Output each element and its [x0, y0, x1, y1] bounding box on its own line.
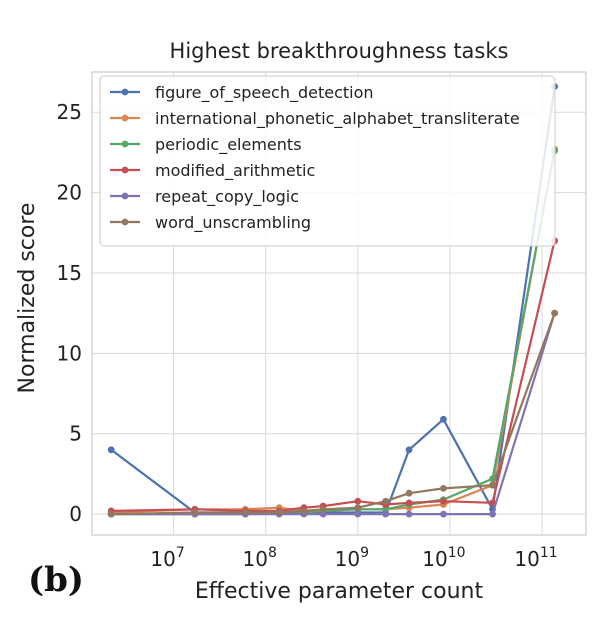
y-axis-label: Normalized score — [15, 203, 40, 394]
data-point — [319, 505, 327, 513]
legend-item: international_phonetic_alphabet_translit… — [110, 109, 520, 129]
legend-swatch-marker — [121, 88, 129, 96]
panel-label: (b) — [28, 560, 84, 600]
data-point — [354, 504, 362, 512]
legend-swatch-marker — [121, 218, 129, 226]
data-point — [405, 510, 413, 518]
data-point — [440, 497, 447, 505]
legend-label: word_unscrambling — [155, 213, 311, 233]
data-point — [300, 507, 308, 515]
series-line-word-unscrambling — [111, 312, 556, 516]
series-layer — [107, 83, 559, 518]
legend-swatch-marker — [121, 114, 129, 122]
x-tick-label: 109 — [335, 545, 369, 571]
y-tick-label: 25 — [57, 100, 82, 124]
data-point — [382, 497, 389, 505]
legend-swatch-marker — [121, 192, 129, 200]
legend-item: periodic_elements — [110, 135, 302, 155]
data-point — [551, 309, 559, 317]
legend: figure_of_speech_detection international_… — [99, 75, 556, 247]
data-point — [405, 446, 413, 454]
data-point — [354, 510, 362, 518]
data-point — [319, 510, 327, 518]
data-point — [440, 510, 447, 518]
legend-item: word_unscrambling — [110, 213, 311, 233]
series-line-modified-arithmetic — [111, 240, 556, 512]
data-point — [241, 509, 249, 516]
data-point — [275, 509, 283, 516]
x-tick-label: 108 — [243, 545, 277, 571]
chart-title: Highest breakthroughness tasks — [170, 39, 509, 63]
data-point — [489, 481, 496, 489]
data-point — [354, 497, 362, 505]
data-point — [191, 509, 199, 516]
data-point — [107, 510, 115, 518]
data-point — [440, 484, 447, 492]
series-line-repeat-copy-logic — [111, 312, 556, 516]
data-point — [405, 489, 413, 497]
y-tick-labels: 0 5 10 15 20 25 — [57, 100, 82, 526]
legend-item: repeat_copy_logic — [110, 187, 299, 207]
y-tick-label: 15 — [57, 261, 82, 285]
data-point — [382, 505, 389, 513]
x-tick-label: 1010 — [422, 545, 465, 571]
legend-box — [99, 75, 556, 247]
data-point — [382, 510, 389, 518]
x-tick-labels: 107 108 109 1010 1011 — [150, 545, 557, 571]
y-tick-label: 20 — [57, 181, 82, 205]
x-tick-label: 1011 — [514, 545, 557, 571]
legend-item: modified_arithmetic — [110, 161, 315, 181]
data-point — [405, 499, 413, 507]
y-tick-label: 10 — [57, 341, 82, 365]
y-tick-label: 5 — [69, 422, 82, 446]
legend-swatch-marker — [121, 166, 129, 174]
series-word-unscrambling — [107, 309, 559, 518]
y-tick-label: 0 — [69, 502, 82, 526]
legend-label: figure_of_speech_detection — [155, 83, 374, 103]
legend-swatch-marker — [121, 140, 129, 148]
legend-label: modified_arithmetic — [155, 161, 315, 181]
x-axis-label: Effective parameter count — [195, 579, 484, 604]
data-point — [489, 510, 496, 518]
legend-label: periodic_elements — [155, 135, 302, 155]
legend-label: repeat_copy_logic — [155, 187, 299, 207]
data-point — [440, 415, 447, 423]
legend-label: international_phonetic_alphabet_translit… — [155, 109, 520, 129]
data-point — [107, 446, 115, 454]
data-point — [489, 499, 496, 507]
legend-item: figure_of_speech_detection — [110, 83, 374, 103]
x-tick-label: 107 — [150, 545, 184, 571]
